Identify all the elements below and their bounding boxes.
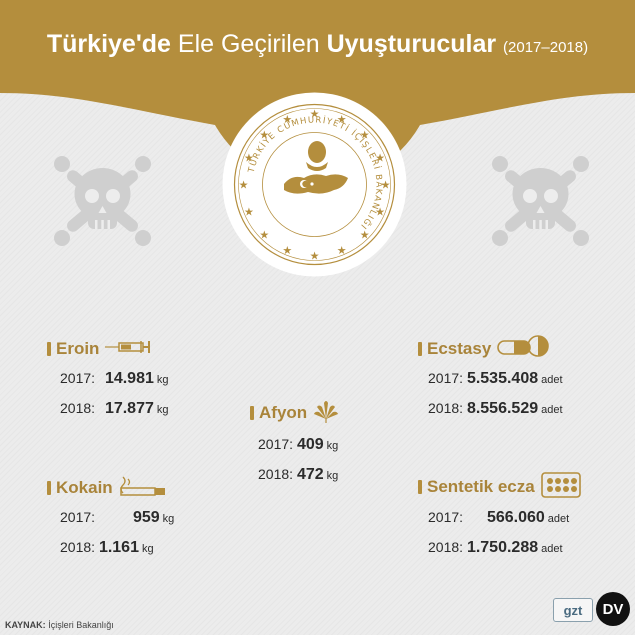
leaf-icon xyxy=(313,399,339,428)
row-unit: kg xyxy=(162,513,175,525)
seal-star-icon: ★ xyxy=(337,244,347,257)
row-year: 2017: xyxy=(258,436,294,452)
source-value: İçişleri Bakanlığı xyxy=(48,620,114,630)
source-credit: KAYNAK: İçişleri Bakanlığı xyxy=(5,620,114,630)
sentetik-row-2018: 2018: 1.750.288 adet xyxy=(428,539,563,557)
category-marker xyxy=(47,342,51,356)
row-unit: kg xyxy=(156,374,169,386)
row-year: 2018: xyxy=(428,400,464,416)
row-value: 1.161 xyxy=(98,539,139,556)
seal-star-icon: ★ xyxy=(310,108,320,121)
cigarette-icon xyxy=(119,475,167,502)
afyon-row-2018: 2018: 472 kg xyxy=(258,466,338,484)
category-name: Sentetik ecza xyxy=(427,477,535,496)
dv-logo: DV xyxy=(596,592,630,626)
row-unit: adet xyxy=(541,404,563,416)
row-year: 2017: xyxy=(428,509,464,525)
seal-star-icon: ★ xyxy=(244,206,254,219)
category-marker xyxy=(418,342,422,356)
row-value: 409 xyxy=(296,436,324,453)
gzt-logo-text: gzt xyxy=(563,602,583,618)
seal-star-icon: ★ xyxy=(360,128,370,141)
category-name: Ecstasy xyxy=(427,339,492,358)
title-years: (2017–2018) xyxy=(503,39,589,56)
row-year: 2018: xyxy=(428,539,464,555)
kokain-row-2018: 2018: 1.161 kg xyxy=(60,539,154,557)
row-year: 2018: xyxy=(60,539,96,555)
category-marker xyxy=(418,480,422,494)
row-year: 2017: xyxy=(428,370,464,386)
seal-star-icon: ★ xyxy=(375,206,385,219)
seal-star-icon: ★ xyxy=(259,229,269,242)
pill-icon xyxy=(497,334,550,364)
seal-star-icon: ★ xyxy=(244,151,254,164)
seal-star-icon: ★ xyxy=(282,113,292,126)
row-value: 1.750.288 xyxy=(466,539,539,556)
skull-crossbones-icon xyxy=(50,152,155,250)
category-sentetik-ecza: Sentetik ecza xyxy=(418,471,581,498)
dv-logo-text: DV xyxy=(602,600,624,618)
eroin-row-2017: 2017: 14.981 kg xyxy=(60,370,169,388)
category-name: Afyon xyxy=(259,403,308,422)
row-value: 472 xyxy=(296,466,324,483)
category-marker xyxy=(250,406,254,420)
category-name: Eroin xyxy=(56,339,100,358)
ministry-seal-emblem: ★ ★ ★ ★ ★ ★ ★ ★ ★ ★ ★ ★ ★ ★ ★ ★ TÜRKİYE CUMHURİYETİ İÇİ… xyxy=(222,92,407,277)
row-unit: kg xyxy=(326,440,339,452)
blister-pack-icon xyxy=(540,471,581,503)
row-unit: kg xyxy=(141,543,154,555)
row-value: 5.535.408 xyxy=(466,370,539,387)
ecstasy-row-2018: 2018: 8.556.529 adet xyxy=(428,400,563,418)
kokain-row-2017: 2017: 959 kg xyxy=(60,509,174,527)
row-unit: kg xyxy=(156,404,169,416)
category-name: Kokain xyxy=(56,478,113,497)
seal-star-icon: ★ xyxy=(360,229,370,242)
seal-star-icon: ★ xyxy=(381,179,391,192)
title-part-drugs: Uyuşturucular xyxy=(326,30,497,58)
gzt-logo: gzt xyxy=(553,598,593,622)
row-value: 566.060 xyxy=(486,509,545,526)
seal-star-icon: ★ xyxy=(239,179,249,192)
page-title: Türkiye'de Ele Geçirilen Uyuşturucular (… xyxy=(0,30,635,59)
row-value: 14.981 xyxy=(104,370,154,387)
row-value: 17.877 xyxy=(104,400,154,417)
row-unit: adet xyxy=(547,513,570,525)
category-afyon: Afyon xyxy=(250,400,339,424)
skull-crossbones-icon xyxy=(488,152,593,250)
syringe-icon xyxy=(105,339,155,360)
eroin-row-2018: 2018: 17.877 kg xyxy=(60,400,169,418)
row-year: 2018: xyxy=(258,466,294,482)
row-year: 2018: xyxy=(60,400,96,416)
title-part-seized: Ele Geçirilen xyxy=(177,30,320,58)
row-unit: adet xyxy=(541,543,563,555)
category-marker xyxy=(47,481,51,495)
seal-star-icon: ★ xyxy=(282,244,292,257)
row-unit: adet xyxy=(541,374,563,386)
title-part-turkiye: Türkiye'de xyxy=(46,30,171,58)
seal-star-icon: ★ xyxy=(337,113,347,126)
row-unit: kg xyxy=(326,470,339,482)
source-label: KAYNAK: xyxy=(5,620,46,630)
ecstasy-row-2017: 2017: 5.535.408 adet xyxy=(428,370,563,388)
row-year: 2017: xyxy=(60,370,96,386)
seal-star-icon: ★ xyxy=(310,250,320,263)
row-year: 2017: xyxy=(60,509,96,525)
row-value: 8.556.529 xyxy=(466,400,539,417)
category-ecstasy: Ecstasy xyxy=(418,334,550,360)
row-value: 959 xyxy=(132,509,160,526)
afyon-row-2017: 2017: 409 kg xyxy=(258,436,338,454)
seal-star-icon: ★ xyxy=(259,128,269,141)
category-eroin: Eroin xyxy=(47,338,155,360)
sentetik-row-2017: 2017: 566.060 adet xyxy=(428,509,569,527)
category-kokain: Kokain xyxy=(47,475,167,502)
seal-star-icon: ★ xyxy=(375,151,385,164)
header-band xyxy=(0,0,635,185)
